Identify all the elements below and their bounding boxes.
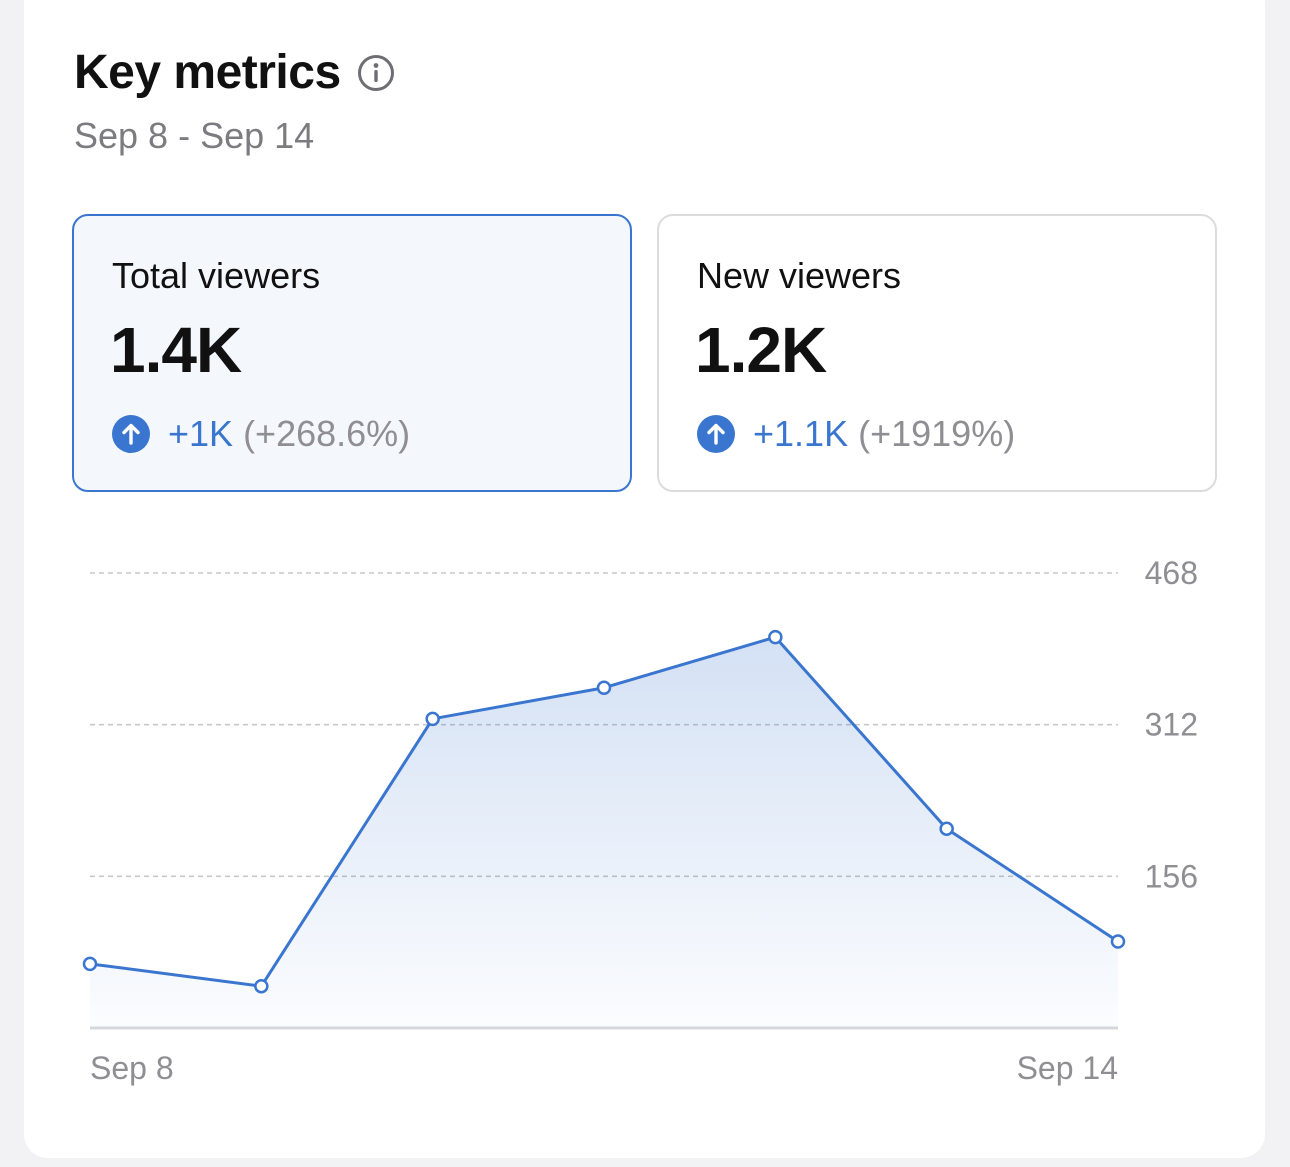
card-title: Key metrics [74,46,341,99]
date-range: Sep 8 - Sep 14 [74,115,315,156]
info-circle-icon[interactable] [357,54,395,92]
change-absolute: +1.1K [753,413,849,454]
card-header: Key metrics [74,44,395,102]
metric-label: Total viewers [112,255,321,296]
metric-card-total-viewers[interactable]: Total viewers 1.4K +1K (+268.6%) [72,214,632,492]
metric-card-new-viewers[interactable]: New viewers 1.2K +1.1K (+1919%) [657,214,1217,492]
metric-label: New viewers [697,255,902,296]
arrow-up-circle-icon [112,415,150,453]
change-absolute: +1K [168,413,234,454]
metric-value: 1.4K [110,314,242,386]
change-percent: (+1919%) [858,413,1016,454]
metric-change: +1.1K (+1919%) [697,412,1015,456]
change-percent: (+268.6%) [243,413,411,454]
key-metrics-card [24,0,1265,1158]
metric-value: 1.2K [695,314,827,386]
metric-change: +1K (+268.6%) [112,412,410,456]
arrow-up-circle-icon [697,415,735,453]
